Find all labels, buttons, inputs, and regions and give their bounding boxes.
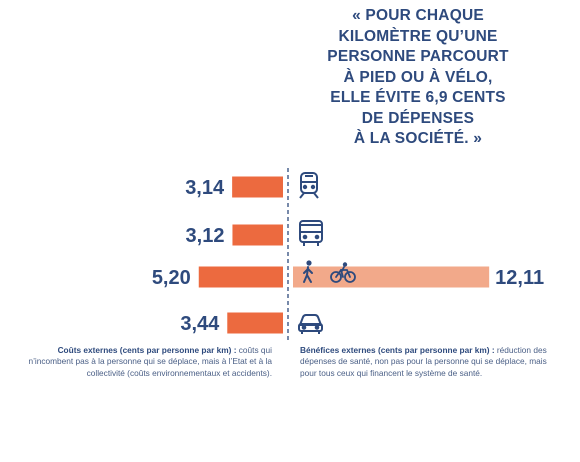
- cost-value-label: 3,14: [185, 177, 225, 199]
- quote-line: « POUR CHAQUE: [352, 7, 484, 24]
- quote-line: À PIED OU À VÉLO,: [343, 68, 493, 86]
- bus-icon: [299, 220, 323, 246]
- cost-bar: [227, 312, 283, 334]
- cost-bar: [232, 176, 283, 198]
- cost-value-label: 3,12: [186, 225, 225, 247]
- quote-line: DE DÉPENSES: [361, 109, 475, 127]
- car-icon: [298, 314, 323, 334]
- benefit-note: Bénéfices externes (cents par personne p…: [300, 345, 562, 379]
- benefit-note-body: réduction des dépenses de santé, non pas…: [300, 345, 547, 378]
- benefit-value-label: 12,11: [495, 267, 544, 289]
- cost-value-label: 5,20: [152, 267, 191, 289]
- cost-note: Coûts externes (cents par personne par k…: [22, 345, 272, 379]
- benefit-bar: [293, 266, 490, 288]
- cost-bar: [232, 224, 283, 246]
- quote-line: À LA SOCIÉTÉ. »: [353, 130, 483, 147]
- quote-line: PERSONNE PARCOURT: [327, 48, 509, 65]
- quote-line: KILOMÈTRE QU’UNE: [338, 27, 498, 45]
- benefit-note-title: Bénéfices externes (cents par personne p…: [300, 345, 495, 355]
- quote-line: ELLE ÉVITE 6,9 CENTS: [330, 89, 506, 106]
- diverging-bar-chart: 3,14 3,12 5,20 3,44 12,11: [152, 168, 544, 340]
- walk-icon: [303, 260, 313, 283]
- quote-text: « POUR CHAQUE KILOMÈTRE QU’UNE PERSONNE …: [300, 6, 536, 150]
- cost-bar: [198, 266, 283, 288]
- cost-note-title: Coûts externes (cents par personne par k…: [57, 345, 237, 355]
- cost-value-label: 3,44: [180, 313, 220, 335]
- bike-icon: [330, 262, 356, 283]
- train-icon: [299, 172, 319, 199]
- cost-note-body: coûts qui n’incombent pas à la personne …: [28, 345, 272, 378]
